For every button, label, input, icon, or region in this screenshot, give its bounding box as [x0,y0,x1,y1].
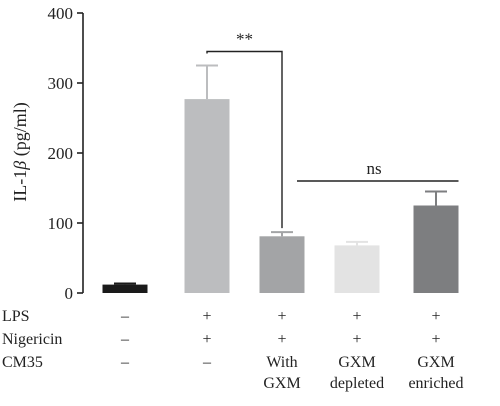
significance-label: ns [366,159,381,178]
y-axis-label: IL-1β (pg/ml) [10,102,31,201]
condition-cell: With GXM [263,354,300,392]
bar [259,236,305,293]
error-bar [425,190,447,206]
condition-cell: GXM enriched [408,354,463,392]
y-axis-label-beta: β [10,161,30,171]
condition-cell: + [277,331,286,348]
significance-label: ** [236,30,253,49]
condition-cell: + [352,308,361,325]
y-axis: 0 100 200 300 400 [48,4,84,303]
error-bar [346,240,368,246]
error-bars [114,64,447,285]
bar [184,99,230,293]
condition-cell: + [431,308,440,325]
condition-cell: + [431,331,440,348]
bar [413,205,459,293]
bar [334,245,380,293]
y-axis-label-unit: (pg/ml) [10,102,31,161]
condition-cell: GXM depleted [330,354,384,392]
error-bar [114,282,136,285]
y-tick-label: 200 [48,144,74,163]
condition-row-label: LPS [2,308,30,325]
y-tick-label: 400 [48,4,74,23]
condition-cell: – [120,354,130,371]
significance-annotations: ** ns [206,30,459,229]
condition-cell: + [202,331,211,348]
y-tick-label: 0 [65,284,74,303]
condition-cell: + [277,308,286,325]
y-tick-label: 100 [48,214,74,233]
condition-cell: – [120,331,130,348]
error-bar [271,231,293,237]
significance-annotation: ns [297,159,459,182]
error-bar [196,64,218,100]
condition-row-label: CM35 [2,354,43,371]
significance-annotation: ** [206,30,283,229]
y-tick-label: 300 [48,74,74,93]
condition-cell: + [202,308,211,325]
condition-cell: – [202,354,212,371]
bar [102,284,148,293]
condition-cell: – [120,308,130,325]
bars [102,99,459,293]
y-axis-label-prefix: IL-1 [10,170,30,202]
condition-row-label: Nigericin [2,331,62,348]
condition-table: LPS – + + + + Nigericin – + + + + CM35 – – With GXM GXM de… [2,308,464,392]
condition-cell: + [352,331,361,348]
